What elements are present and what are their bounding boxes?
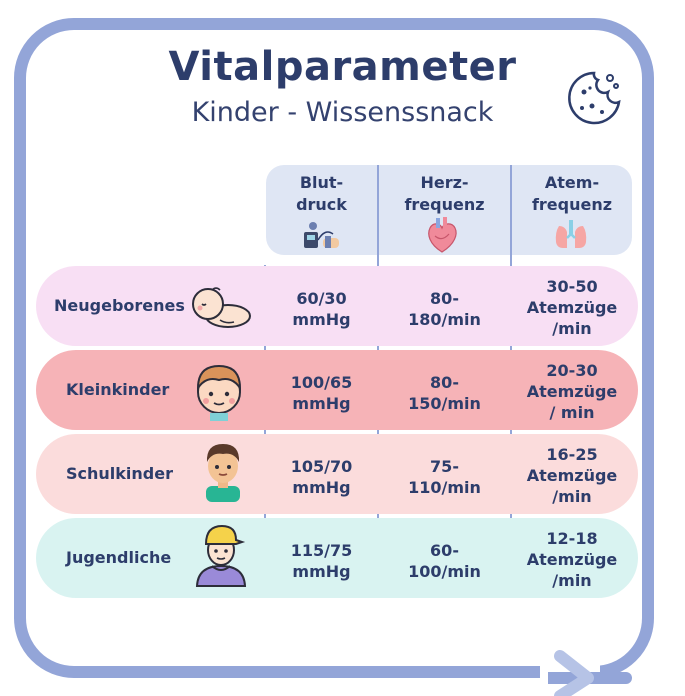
hr-cell: 80- 150/min: [379, 372, 510, 414]
rr-cell: 12-18 Atemzüge /min: [512, 528, 632, 591]
blood-pressure-monitor-icon: [304, 222, 339, 248]
schoolchild-icon: [206, 444, 240, 502]
column-header-line: frequenz: [531, 195, 613, 214]
table-row: [36, 434, 638, 514]
column-divider: [264, 265, 266, 597]
cell-line: 16-25: [546, 445, 598, 464]
cell-line: /min: [552, 571, 592, 590]
rr-cell: 20-30 Atemzüge / min: [512, 360, 632, 423]
column-header-line: Atem-: [544, 173, 600, 192]
cell-line: 100/min: [408, 562, 481, 581]
cell-line: 60-: [430, 541, 459, 560]
cell-line: 115/75: [290, 541, 353, 560]
lungs-icon: [555, 220, 587, 248]
cell-line: /min: [552, 487, 592, 506]
row-label: Neugeborenes: [54, 296, 185, 315]
cell-line: 20-30: [546, 361, 598, 380]
heart-icon: [428, 217, 457, 253]
rr-cell: 16-25 Atemzüge /min: [512, 444, 632, 507]
cell-line: Atemzüge: [526, 382, 618, 401]
bp-cell: 115/75 mmHg: [266, 540, 377, 582]
cell-line: 110/min: [408, 478, 481, 497]
cell-line: 80-: [430, 289, 459, 308]
arrow-right-icon: [548, 650, 632, 696]
cell-line: mmHg: [292, 478, 351, 497]
column-header-line: druck: [296, 195, 347, 214]
cell-line: Atemzüge: [526, 298, 618, 317]
cell-line: 150/min: [408, 394, 481, 413]
page-subtitle: Kinder - Wissenssnack: [191, 97, 494, 128]
column-header-line: frequenz: [404, 195, 485, 214]
cell-line: Atemzüge: [526, 466, 618, 485]
cell-line: /min: [552, 319, 592, 338]
row-label: Schulkinder: [66, 464, 173, 483]
cell-line: Atemzüge: [526, 550, 618, 569]
page-frame: [14, 18, 654, 678]
column-header-line: Herz-: [420, 173, 469, 192]
hr-cell: 75- 110/min: [379, 456, 510, 498]
hr-cell: 60- 100/min: [379, 540, 510, 582]
row-label: Kleinkinder: [66, 380, 170, 399]
column-header-hr: Herz- frequenz: [379, 172, 510, 216]
bp-cell: 100/65 mmHg: [266, 372, 377, 414]
toddler-icon: [196, 364, 242, 421]
teenager-icon: [195, 524, 247, 587]
bp-cell: 60/30 mmHg: [266, 288, 377, 330]
column-header-bp: Blut- druck: [266, 172, 377, 216]
cell-line: 75-: [430, 457, 459, 476]
column-header-rr: Atem- frequenz: [512, 172, 632, 216]
table-row: [36, 518, 638, 598]
rr-cell: 30-50 Atemzüge /min: [512, 276, 632, 339]
hr-cell: 80- 180/min: [379, 288, 510, 330]
page-title: Vitalparameter: [168, 44, 517, 90]
cell-line: / min: [549, 403, 595, 422]
cell-line: 12-18: [546, 529, 598, 548]
cell-line: 180/min: [408, 310, 481, 329]
bp-cell: 105/70 mmHg: [266, 456, 377, 498]
cell-line: 105/70: [290, 457, 353, 476]
cell-line: 30-50: [546, 277, 598, 296]
cell-line: mmHg: [292, 562, 351, 581]
row-label: Jugendliche: [66, 548, 172, 567]
cell-line: 100/65: [290, 373, 353, 392]
cell-line: 80-: [430, 373, 459, 392]
table-row: [36, 350, 638, 430]
table-row: [36, 266, 638, 346]
column-header-line: Blut-: [299, 173, 344, 192]
cell-line: mmHg: [292, 394, 351, 413]
baby-icon: [192, 287, 251, 328]
cookie-icon: [568, 71, 621, 125]
cell-line: 60/30: [296, 289, 347, 308]
cell-line: mmHg: [292, 310, 351, 329]
